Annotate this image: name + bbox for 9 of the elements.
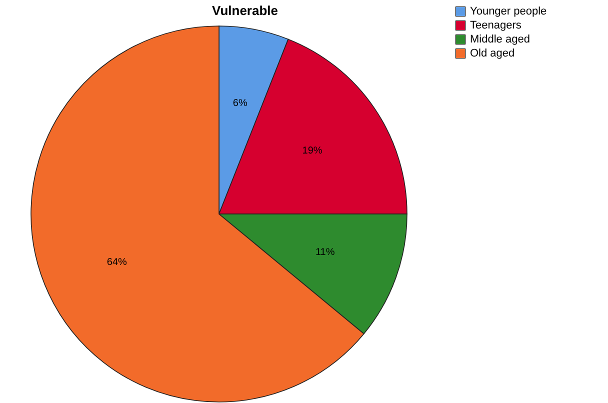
data-label: 6% xyxy=(232,98,248,110)
legend-label: Middle aged xyxy=(470,34,530,46)
data-label: 19% xyxy=(302,146,322,157)
legend-label: Teenagers xyxy=(470,20,522,32)
chart-title: Vulnerable xyxy=(212,3,278,18)
legend-label: Younger people xyxy=(470,6,547,18)
data-label: 11% xyxy=(315,247,335,258)
data-label: 64% xyxy=(106,257,128,268)
legend-label: Old aged xyxy=(470,48,515,60)
